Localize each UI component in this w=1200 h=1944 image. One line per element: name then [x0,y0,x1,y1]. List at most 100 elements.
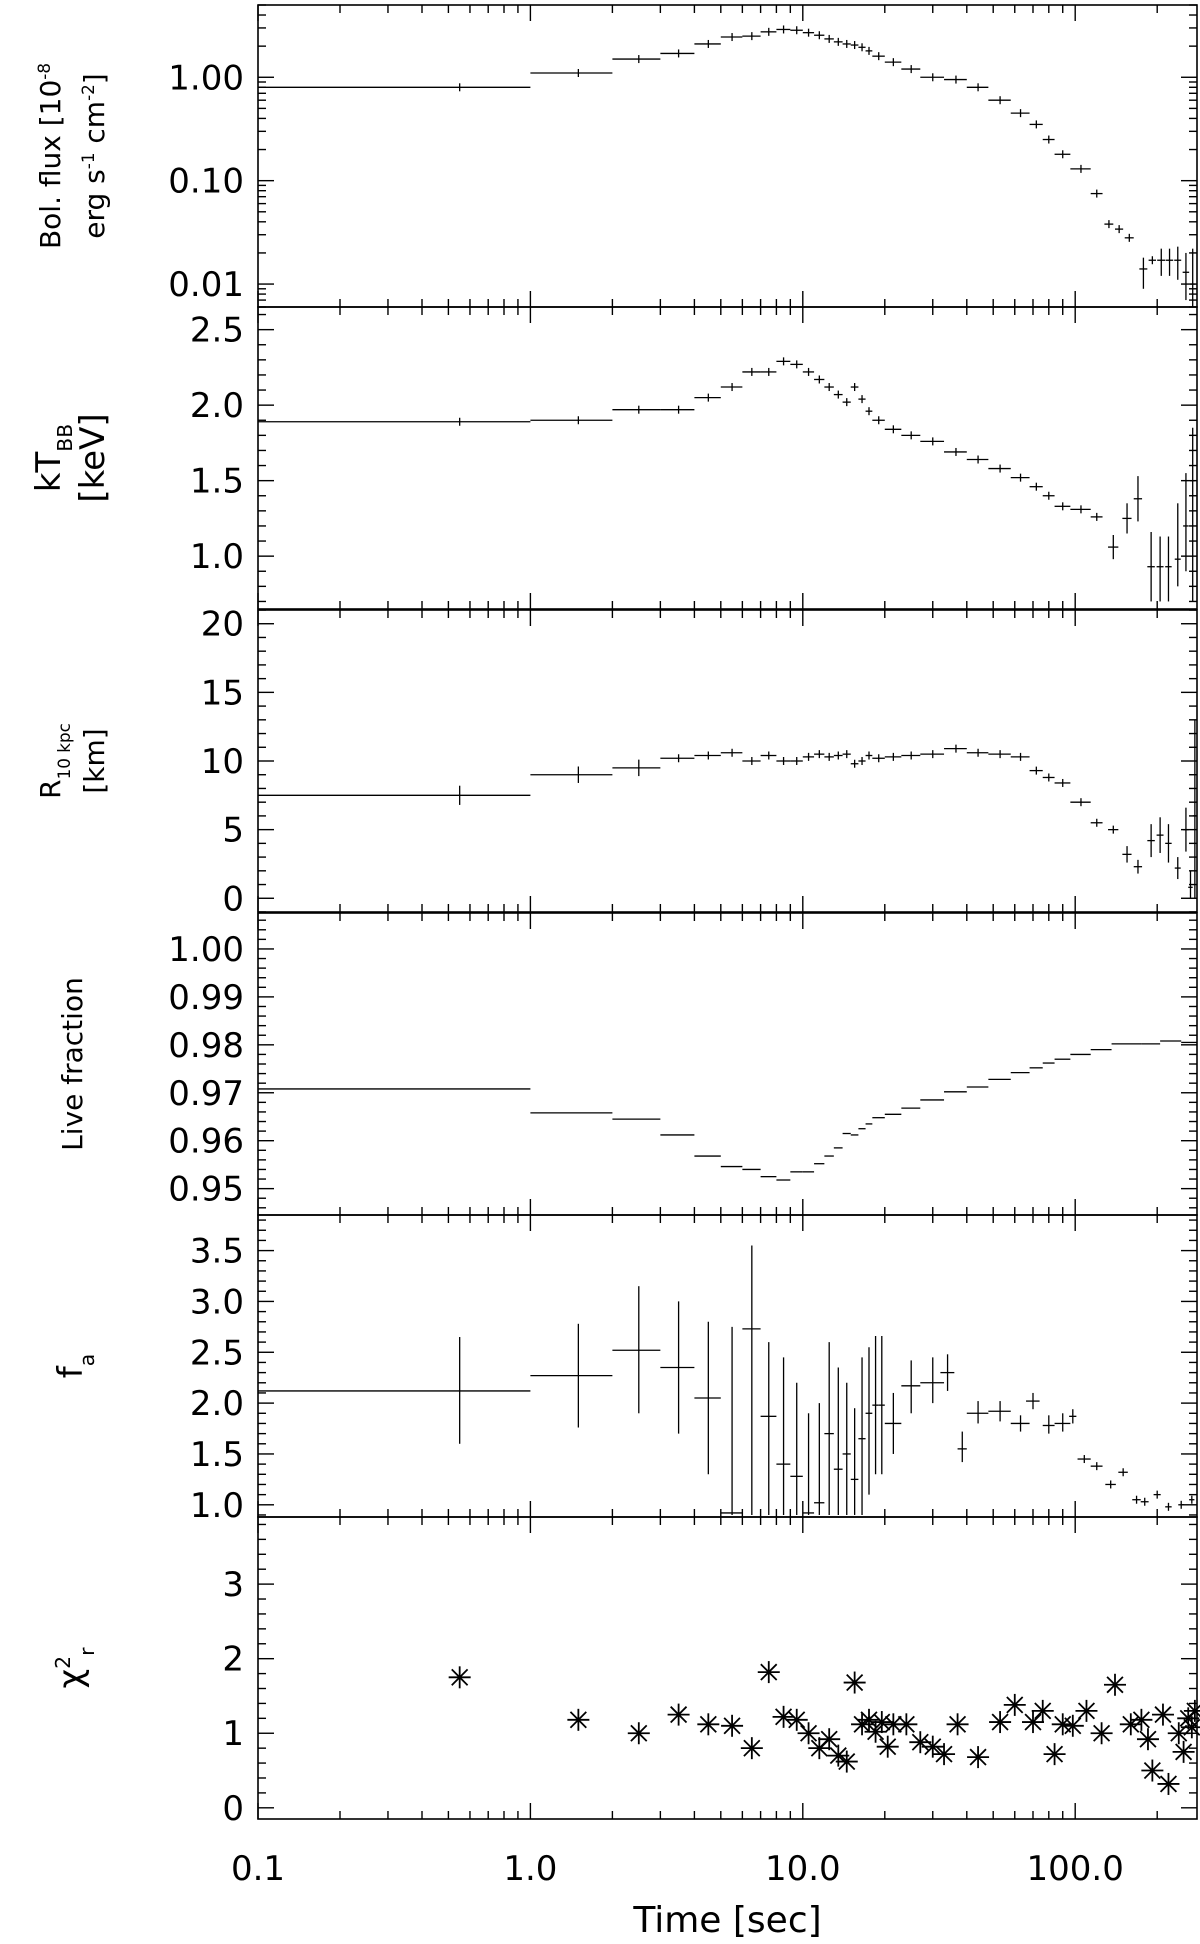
data-point-kt [1054,502,1071,511]
data-point-radius [1108,825,1119,834]
data-point-kt [1070,505,1091,514]
data-point-chi2 [1031,1699,1054,1722]
panel-fa: 1.0 1.5 2.0 2.5 3.0 3.5 fa​ [51,1214,1198,1526]
y-tick-label-fa: 3.0 [190,1282,244,1322]
data-point-fa [988,1401,1011,1422]
data-point-radius [884,752,902,761]
data-point-fa [1178,1500,1185,1509]
x-tick-label-10.0: 10.0 [765,1849,841,1889]
data-point-radius [865,751,873,760]
panel-kt: 1.0 1.5 2.0 2.5 kTBB​[keV] [29,306,1198,610]
series-flux [258,25,1196,307]
data-point-chi2 [1136,1728,1159,1751]
data-point-flux [1054,150,1071,159]
data-point-flux [790,26,803,35]
panel-chi2: 0 1 2 3 χ2​r​ [51,1516,1200,1829]
data-point-flux [1157,248,1166,276]
data-point-chi2 [1157,1772,1180,1795]
y-tick-label-fa: 2.0 [190,1384,244,1424]
data-point-kt [1165,536,1172,602]
data-point-chi2 [967,1746,990,1769]
data-point-chi2 [921,1735,944,1758]
data-point-chi2 [740,1737,763,1760]
data-point-fa [1189,1495,1195,1504]
panel-frame-fa [257,1214,1198,1518]
data-point-flux [742,32,761,41]
data-point-fa [1165,1502,1172,1511]
data-point-chi2 [1061,1714,1084,1737]
data-point-chi2 [567,1708,590,1731]
data-point-radius [802,752,815,761]
y-tick-label-fa: 2.5 [190,1333,244,1373]
data-point-fa [802,1413,815,1515]
data-point-radius [1010,752,1030,761]
data-point-kt [824,383,834,392]
x-tick-label-0.1: 0.1 [231,1849,285,1889]
data-point-kt [865,407,873,416]
data-point-radius [920,750,945,759]
data-point-chi2 [946,1713,969,1736]
data-point-flux [884,58,902,67]
y-tick-label-flux: 0.01 [168,265,244,305]
y-tick-label-live: 0.98 [168,1026,244,1066]
data-point-radius [1183,807,1189,852]
data-point-kt [694,393,721,402]
y-tick-label-live: 0.95 [168,1170,244,1210]
data-point-flux [842,39,851,48]
data-point-chi2 [895,1713,918,1736]
data-point-chi2 [933,1743,956,1766]
y-axis-title-flux: Bol. flux [10-8​ [34,63,67,249]
data-point-chi2 [870,1711,893,1734]
data-point-chi2 [667,1703,690,1726]
panel-radius: 0 5 10 15 20 R10 kpc​[km] [34,605,1198,919]
data-point-radius [814,750,825,759]
data-point-fa [1054,1413,1071,1432]
data-point-fa [858,1357,866,1515]
data-point-flux [720,33,743,42]
data-point-chi2 [1075,1699,1098,1722]
data-point-radius [1165,824,1172,863]
data-point-flux [660,49,695,58]
data-point-fa [1069,1409,1077,1424]
data-point-flux [1124,233,1134,242]
data-point-fa [776,1357,791,1515]
data-point-radius [530,766,613,783]
data-point-flux [850,41,859,50]
y-tick-label-kt: 1.0 [190,537,244,577]
data-point-kt [1156,536,1164,602]
y-tick-label-fa: 1.0 [190,1486,244,1526]
data-point-chi2 [697,1713,720,1736]
data-point-radius [1122,846,1132,863]
data-point-radius [1192,719,1197,899]
data-point-flux [824,34,834,43]
data-point-radius [988,750,1011,759]
data-point-fa [720,1326,743,1515]
data-point-fa [1042,1415,1055,1434]
data-point-radius [850,759,859,768]
data-point-flux [1139,257,1148,289]
data-point-chi2 [448,1666,471,1689]
data-point-fa [760,1342,777,1515]
data-point-radius [760,751,777,760]
y-tick-label-radius: 15 [201,673,244,713]
panel-frame-chi2 [257,1516,1198,1820]
data-point-fa [612,1286,661,1414]
data-point-fa [884,1392,902,1454]
data-point-kt [842,398,851,407]
panel-live: 0.95 0.96 0.97 0.98 0.99 1.00 Live fraction [56,912,1198,1216]
data-point-chi2 [1104,1673,1126,1696]
data-point-flux [530,68,613,77]
data-point-kt [1133,476,1143,522]
y-tick-label-fa: 1.5 [190,1435,244,1475]
data-point-kt [790,360,803,369]
y-axis-title-radius: [km] [78,728,111,793]
data-point-radius [901,751,921,760]
data-point-kt [742,367,761,376]
data-point-fa [850,1408,859,1515]
y-tick-label-kt: 2.5 [190,311,244,351]
series-kt [258,357,1196,602]
data-point-fa [1090,1462,1103,1471]
data-point-fa [1140,1497,1149,1506]
